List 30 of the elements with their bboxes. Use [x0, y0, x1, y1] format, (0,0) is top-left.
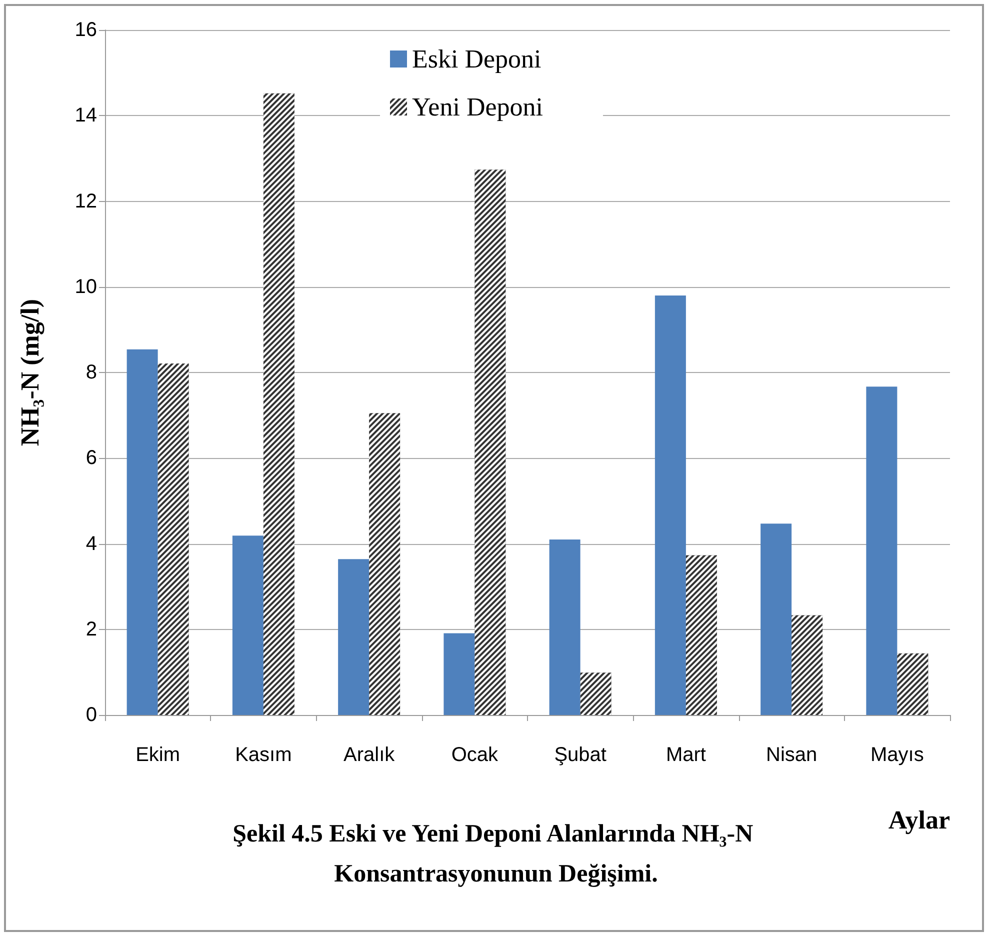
bar [866, 386, 898, 715]
y-tick-label: 2 [86, 618, 97, 640]
bar [338, 559, 370, 715]
bar [444, 633, 475, 715]
x-tick-label: Mart [666, 744, 706, 766]
legend-label: Yeni Deponi [412, 92, 543, 122]
x-tick-label: Kasım [235, 744, 292, 766]
x-tick-label: Ocak [451, 744, 500, 766]
bar [549, 539, 580, 715]
y-tick-label: 16 [74, 19, 97, 41]
y-tick-label: 6 [86, 447, 97, 470]
legend-label: Eski Deponi [412, 44, 542, 74]
bar [760, 524, 792, 715]
bar [126, 349, 158, 715]
x-tick-label: Aralık [344, 744, 396, 766]
y-tick-label: 4 [86, 532, 97, 555]
x-tick-label: Ekim [136, 744, 180, 766]
y-tick-label: 8 [86, 362, 97, 384]
y-tick-label: 0 [86, 704, 97, 726]
x-tick-label: Nisan [766, 744, 818, 766]
bar [654, 295, 686, 715]
y-tick-label: 14 [74, 104, 97, 127]
y-axis-title: NH₃-N (mg/l) [16, 298, 44, 446]
bar [232, 536, 264, 715]
x-tick-label: Mayıs [870, 744, 924, 766]
text: Şekil 4.5 Eski ve Yeni Deponi Alanlarında NH₃-N Konsantrasyonunun Değişimi. [232, 820, 760, 888]
x-tick-label: Şubat [554, 744, 607, 766]
x-axis-title: Aylar [888, 806, 950, 834]
y-tick-label: 12 [74, 190, 97, 212]
y-tick-label: 10 [74, 276, 97, 298]
